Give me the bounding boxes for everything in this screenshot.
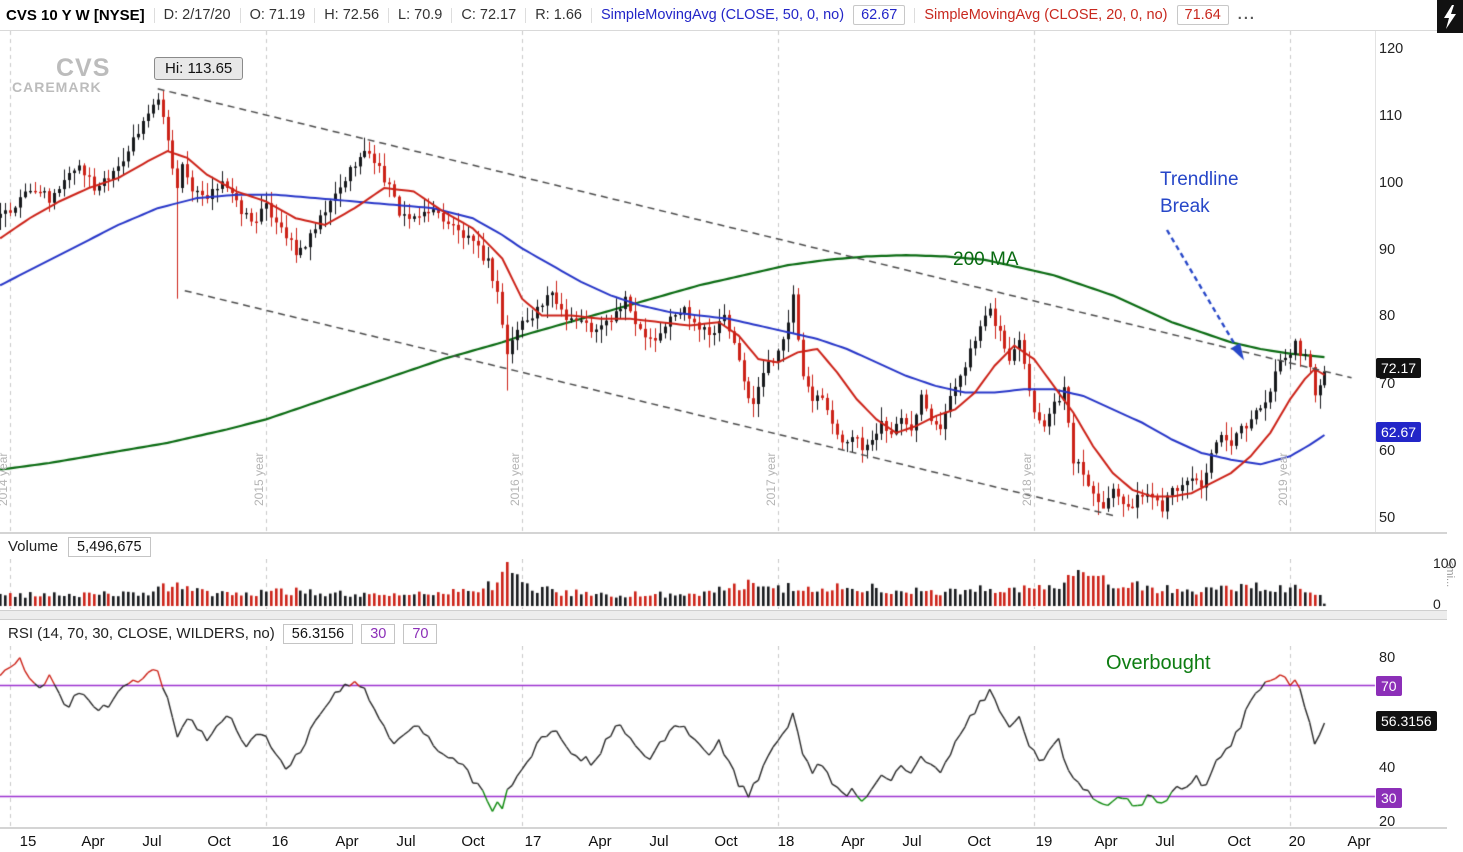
- volume-axis-tick: 0: [1433, 596, 1441, 612]
- corner-lightning-icon[interactable]: [1437, 0, 1463, 33]
- header-divider: [153, 7, 155, 23]
- sma20-indicator-value[interactable]: 71.64: [1176, 5, 1229, 25]
- volume-side-note: <mi...: [1444, 560, 1456, 588]
- time-axis-label: Jul: [142, 833, 162, 850]
- volume-value-box[interactable]: 5,496,675: [68, 536, 151, 557]
- header-overflow-ellipsis[interactable]: ...: [1237, 7, 1256, 23]
- rsi-value-box[interactable]: 56.3156: [282, 623, 354, 644]
- symbol-title[interactable]: CVS 10 Y W [NYSE]: [6, 6, 145, 24]
- year-gridline-label: 2015 year: [252, 452, 266, 506]
- trendline-break-annotation: Trendline Break: [1160, 166, 1239, 220]
- logo-cvs-text: CVS: [56, 54, 111, 82]
- rsi-level-badge: 56.3156: [1376, 711, 1437, 731]
- time-axis-label: 15: [19, 833, 37, 850]
- close-field: C: 72.17: [461, 7, 517, 23]
- rsi-label: RSI (14, 70, 30, CLOSE, WILDERS, no): [8, 625, 275, 642]
- last-price-badge: 72.17: [1376, 358, 1422, 378]
- open-field: O: 71.19: [249, 7, 306, 23]
- low-field: L: 70.9: [398, 7, 443, 23]
- header-divider: [525, 7, 527, 23]
- time-axis-label: Jul: [396, 833, 416, 850]
- volume-pane: [0, 559, 1447, 609]
- volume-axis-tick: 100: [1433, 555, 1457, 571]
- range-field: R: 1.66: [535, 7, 582, 23]
- price-axis-tick: 50: [1379, 510, 1396, 526]
- time-axis-label: Apr: [335, 833, 359, 850]
- header-divider: [388, 7, 390, 23]
- sma50-indicator-label[interactable]: SimpleMovingAvg (CLOSE, 50, 0, no): [600, 7, 845, 23]
- sma20-indicator-label[interactable]: SimpleMovingAvg (CLOSE, 20, 0, no): [924, 7, 1168, 23]
- sma50-indicator-value[interactable]: 62.67: [853, 5, 906, 25]
- volume-chart-canvas[interactable]: [0, 559, 1447, 609]
- trendline-break-line2: Break: [1160, 196, 1210, 217]
- time-axis-label: 18: [777, 833, 795, 850]
- time-axis-label: Oct: [207, 833, 231, 850]
- ma200-annotation: 200 MA: [953, 249, 1019, 270]
- rsi-overbought-box[interactable]: 70: [403, 623, 438, 644]
- price-axis-tick: 90: [1379, 242, 1396, 258]
- rsi-level-badge: 70: [1376, 676, 1402, 696]
- logo-caremark-text: CAREMARK: [12, 79, 102, 95]
- cvs-caremark-logo: CVS CAREMARK: [12, 56, 110, 95]
- time-axis-label: Oct: [967, 833, 991, 850]
- pane-separator-band: [0, 610, 1447, 620]
- header-divider: [451, 7, 453, 23]
- rsi-level-badge: 30: [1376, 788, 1402, 808]
- pane-separator: [0, 532, 1447, 534]
- time-axis-label: Jul: [1155, 833, 1175, 850]
- overbought-annotation: Overbought: [1106, 652, 1211, 674]
- volume-label: Volume: [8, 538, 59, 555]
- rsi-axis-tick: 20: [1379, 814, 1396, 830]
- year-gridline-label: 2019 year: [1276, 452, 1290, 506]
- time-axis-label: 20: [1288, 833, 1306, 850]
- pane-separator: [0, 827, 1447, 829]
- rsi-oversold-box[interactable]: 30: [361, 623, 396, 644]
- year-gridline-label: 2014 year: [0, 452, 10, 506]
- price-axis-tick: 100: [1379, 175, 1404, 191]
- year-gridline-label: 2017 year: [764, 452, 778, 506]
- header-divider: [914, 7, 916, 23]
- lightning-glyph: [1444, 4, 1456, 29]
- time-axis-label: Jul: [649, 833, 669, 850]
- year-gridline-label: 2018 year: [1020, 452, 1034, 506]
- rsi-chart-canvas[interactable]: [0, 646, 1447, 827]
- price-axis-tick: 120: [1379, 41, 1404, 57]
- time-axis-label: Oct: [714, 833, 738, 850]
- volume-header: Volume 5,496,675: [0, 534, 1447, 559]
- time-axis-label: Oct: [1227, 833, 1251, 850]
- header-divider: [590, 7, 592, 23]
- year-gridline-label: 2016 year: [508, 452, 522, 506]
- high-price-callout: Hi: 113.65: [154, 57, 244, 80]
- header-divider: [314, 7, 316, 23]
- time-axis-label: Jul: [902, 833, 922, 850]
- price-axis-tick: 110: [1379, 108, 1403, 124]
- rsi-axis-tick: 80: [1379, 650, 1396, 666]
- time-axis-label: Apr: [1347, 833, 1371, 850]
- sma50-price-badge: 62.67: [1376, 422, 1422, 442]
- rsi-axis-tick: 40: [1379, 760, 1396, 776]
- price-axis-tick: 80: [1379, 308, 1396, 324]
- time-axis-label: Apr: [588, 833, 612, 850]
- time-axis-label: 16: [271, 833, 289, 850]
- date-field: D: 2/17/20: [163, 7, 231, 23]
- header-divider: [239, 7, 241, 23]
- price-axis-tick: 60: [1379, 443, 1396, 459]
- time-axis-label: Apr: [81, 833, 105, 850]
- price-pane: CVS CAREMARK Hi: 113.65 200 MA Trendline…: [0, 31, 1375, 534]
- price-axis-border: [1375, 31, 1376, 533]
- price-axis-tick: 70: [1379, 376, 1396, 392]
- rsi-pane: [0, 646, 1447, 827]
- trendline-break-line1: Trendline: [1160, 169, 1239, 190]
- time-axis-label: Apr: [841, 833, 865, 850]
- price-chart-canvas[interactable]: [0, 31, 1375, 534]
- time-axis-label: Oct: [461, 833, 485, 850]
- time-axis-label: 19: [1035, 833, 1053, 850]
- rsi-header: RSI (14, 70, 30, CLOSE, WILDERS, no) 56.…: [0, 621, 1447, 646]
- time-axis-label: Apr: [1094, 833, 1118, 850]
- chart-header: CVS 10 Y W [NYSE] D: 2/17/20 O: 71.19 H:…: [0, 0, 1437, 31]
- high-field: H: 72.56: [324, 7, 380, 23]
- time-axis-label: 17: [524, 833, 542, 850]
